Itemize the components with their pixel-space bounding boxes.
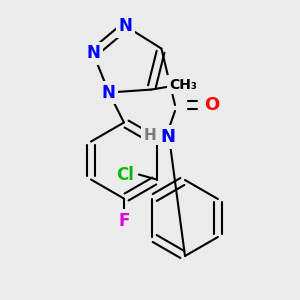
- Text: N: N: [118, 17, 132, 35]
- Text: N: N: [160, 128, 175, 146]
- Text: CH₃: CH₃: [169, 78, 197, 92]
- Text: Cl: Cl: [116, 166, 134, 184]
- Text: H: H: [144, 128, 156, 142]
- Text: F: F: [118, 212, 130, 230]
- Text: N: N: [86, 44, 100, 62]
- Text: O: O: [204, 96, 220, 114]
- Text: N: N: [102, 83, 116, 101]
